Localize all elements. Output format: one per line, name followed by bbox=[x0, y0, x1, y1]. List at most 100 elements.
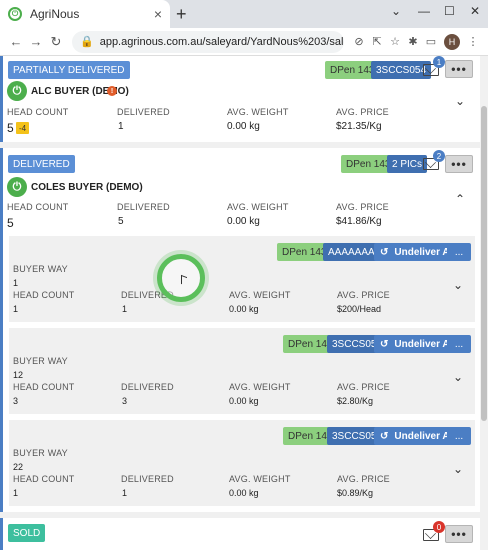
col-avg-weight: AVG. WEIGHT bbox=[227, 202, 289, 212]
undeliver-all-button[interactable]: ↺ Undeliver All bbox=[374, 243, 462, 261]
avg-price-value: $200/Head bbox=[337, 304, 382, 314]
col-delivered: DELIVERED bbox=[121, 382, 174, 392]
pen-badge: DPen 143 bbox=[277, 243, 332, 261]
head-count-diff-tag: -4 bbox=[16, 122, 30, 134]
page-scrollbar[interactable] bbox=[480, 56, 488, 550]
pen-badge: DPen 143 bbox=[341, 155, 396, 173]
head-count-value: 1 bbox=[13, 304, 19, 314]
reload-icon[interactable]: ↻ bbox=[50, 33, 62, 49]
head-count-value: 3 bbox=[13, 396, 19, 406]
delivered-value: 1 bbox=[122, 304, 128, 314]
col-avg-price: AVG. PRICE bbox=[337, 290, 390, 300]
browser-tab[interactable]: ⏻ AgriNous × bbox=[0, 0, 170, 28]
undeliver-all-button[interactable]: ↺ Undeliver All bbox=[374, 427, 462, 445]
profile-avatar[interactable]: H bbox=[444, 33, 460, 50]
delivered-value: 3 bbox=[122, 396, 128, 406]
status-badge: SOLD bbox=[8, 524, 46, 542]
tab-title: AgriNous bbox=[30, 7, 80, 21]
avg-weight-value: 0.00 kg bbox=[229, 304, 259, 314]
extension-icon[interactable]: ⊘ bbox=[354, 36, 364, 48]
browser-tab-strip: ⏻ AgriNous × + ⌄ — ☐ ✕ bbox=[0, 0, 488, 28]
tab-search-icon[interactable]: ⌄ bbox=[391, 4, 402, 18]
minimize-icon[interactable]: — bbox=[418, 4, 430, 18]
buyer-card: DELIVERED DPen 143 2 PICs 2 ••• ⏻ COLES … bbox=[0, 148, 480, 512]
status-badge: DELIVERED bbox=[8, 155, 75, 173]
col-delivered: DELIVERED bbox=[117, 202, 170, 212]
mail-count-badge: 1 bbox=[433, 56, 445, 68]
undo-icon: ↺ bbox=[380, 338, 389, 350]
way-more-button[interactable]: ... bbox=[447, 335, 471, 353]
delivered-value: 1 bbox=[118, 121, 124, 132]
expand-chevron-icon[interactable]: ⌄ bbox=[453, 462, 464, 476]
avg-weight-value: 0.00 kg bbox=[227, 121, 260, 132]
col-avg-price: AVG. PRICE bbox=[336, 202, 389, 212]
maximize-icon[interactable]: ☐ bbox=[444, 4, 455, 18]
more-options-button[interactable]: ••• bbox=[445, 155, 473, 173]
mail-icon[interactable] bbox=[423, 158, 439, 170]
delivered-value: 5 bbox=[118, 216, 124, 227]
bookmark-star-icon[interactable]: ☆ bbox=[390, 36, 400, 48]
undeliver-all-label: Undeliver All bbox=[394, 430, 456, 442]
way-more-button[interactable]: ... bbox=[447, 427, 471, 445]
avg-weight-value: 0.00 kg bbox=[229, 488, 259, 498]
col-avg-price: AVG. PRICE bbox=[337, 474, 390, 484]
col-avg-price: AVG. PRICE bbox=[337, 382, 390, 392]
back-icon[interactable]: ← bbox=[9, 34, 23, 49]
col-delivered: DELIVERED bbox=[121, 290, 174, 300]
close-window-icon[interactable]: ✕ bbox=[470, 4, 481, 18]
buyer-way-panel: DPen 143 3SCCS054 ↺ Undeliver All ... BUY… bbox=[9, 420, 475, 506]
buyer-name: ALC BUYER (DEMO) bbox=[31, 86, 129, 97]
forward-icon[interactable]: → bbox=[29, 34, 43, 49]
col-avg-weight: AVG. WEIGHT bbox=[229, 382, 291, 392]
expand-chevron-icon[interactable]: ⌄ bbox=[453, 370, 464, 384]
more-options-button[interactable]: ••• bbox=[445, 525, 473, 543]
head-count-value: 1 bbox=[13, 488, 19, 498]
pic-badge: 2 PICs bbox=[387, 155, 428, 173]
buyer-way-label: BUYER WAY bbox=[13, 264, 68, 274]
buyer-way-label: BUYER WAY bbox=[13, 448, 68, 458]
avg-price-value: $21.35/Kg bbox=[336, 121, 382, 132]
pen-badge: DPen 143 bbox=[283, 427, 338, 445]
buyer-way-value: 22 bbox=[13, 462, 24, 472]
col-head-count: HEAD COUNT bbox=[7, 202, 69, 212]
warning-icon: ! bbox=[107, 86, 117, 96]
url-text: app.agrinous.com.au/saleyard/YardNous%20… bbox=[99, 35, 344, 48]
mail-count-badge: 0 bbox=[433, 521, 445, 533]
avg-price-value: $0.89/Kg bbox=[337, 488, 374, 498]
collapse-chevron-icon[interactable]: ⌃ bbox=[455, 192, 466, 206]
menu-kebab-icon[interactable]: ⋮ bbox=[467, 36, 479, 48]
more-options-button[interactable]: ••• bbox=[445, 60, 473, 78]
mouse-cursor-icon bbox=[181, 274, 187, 287]
url-field[interactable]: 🔒 app.agrinous.com.au/saleyard/YardNous%… bbox=[72, 30, 344, 53]
buyer-way-label: BUYER WAY bbox=[13, 356, 68, 366]
pen-badge: DPen 143 bbox=[283, 335, 338, 353]
expand-chevron-icon[interactable]: ⌄ bbox=[455, 94, 466, 108]
undeliver-all-button[interactable]: ↺ Undeliver All bbox=[374, 335, 462, 353]
mail-icon[interactable] bbox=[423, 64, 439, 76]
col-head-count: HEAD COUNT bbox=[13, 290, 75, 300]
undeliver-all-label: Undeliver All bbox=[394, 338, 456, 350]
pic-badge: AAAAAAAA bbox=[323, 243, 387, 261]
col-avg-price: AVG. PRICE bbox=[336, 107, 389, 117]
agrinous-favicon-icon: ⏻ bbox=[8, 7, 22, 21]
col-head-count: HEAD COUNT bbox=[7, 107, 69, 117]
pic-badge: 3SCCS054 bbox=[327, 335, 388, 353]
col-delivered: DELIVERED bbox=[117, 107, 170, 117]
col-head-count: HEAD COUNT bbox=[13, 474, 75, 484]
expand-chevron-icon[interactable]: ⌄ bbox=[453, 278, 464, 292]
avg-weight-value: 0.00 kg bbox=[229, 396, 259, 406]
mail-icon[interactable] bbox=[423, 529, 439, 541]
close-tab-icon[interactable]: × bbox=[153, 6, 162, 22]
share-icon[interactable]: ⇱ bbox=[372, 36, 382, 48]
reading-list-icon[interactable]: ▭ bbox=[425, 36, 437, 48]
buyer-way-panel: DPen 143 AAAAAAAA ↺ Undeliver All ... BUY… bbox=[9, 236, 475, 322]
delivered-value: 1 bbox=[122, 488, 128, 498]
buyer-way-panel: DPen 143 3SCCS054 ↺ Undeliver All ... BUY… bbox=[9, 328, 475, 414]
scrollbar-thumb[interactable] bbox=[481, 106, 487, 421]
new-tab-icon[interactable]: + bbox=[176, 4, 187, 24]
avg-weight-value: 0.00 kg bbox=[227, 216, 260, 227]
pic-badge: 3SCCS054 bbox=[371, 61, 432, 79]
extensions-puzzle-icon[interactable]: ✱ bbox=[408, 36, 418, 48]
avg-price-value: $2.80/Kg bbox=[337, 396, 374, 406]
way-more-button[interactable]: ... bbox=[447, 243, 471, 261]
